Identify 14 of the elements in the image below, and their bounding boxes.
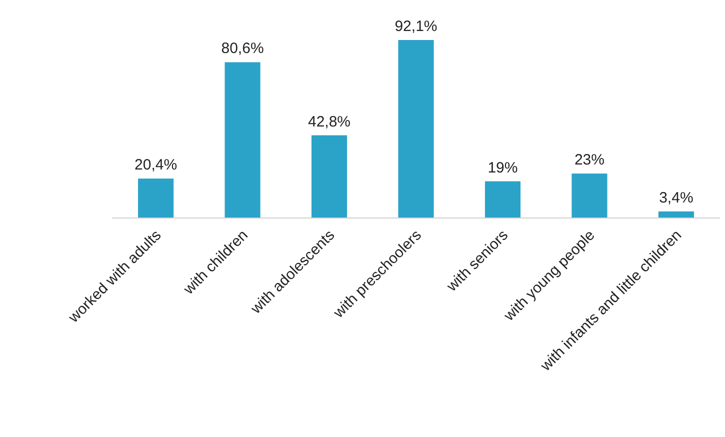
- data-label: 19%: [488, 159, 518, 176]
- data-label: 23%: [574, 152, 604, 169]
- data-label: 3,4%: [659, 189, 694, 206]
- bar: [138, 178, 174, 218]
- bar: [484, 181, 521, 218]
- bar: [311, 135, 348, 218]
- bar: [658, 211, 694, 218]
- data-label: 42,8%: [308, 113, 351, 130]
- bar: [572, 174, 608, 218]
- data-label: 92,1%: [394, 18, 438, 35]
- bar: [224, 62, 260, 218]
- data-label: 80,6%: [221, 40, 264, 58]
- data-label: 20,4%: [134, 156, 178, 174]
- bar: [398, 40, 434, 218]
